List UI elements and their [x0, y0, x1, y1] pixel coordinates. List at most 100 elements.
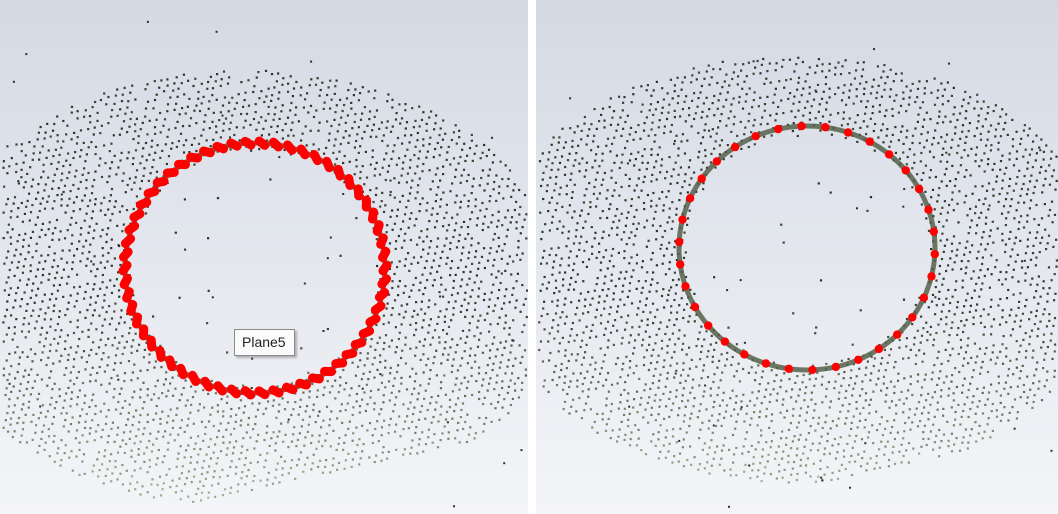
selection-marker: [174, 159, 190, 170]
selection-marker: [268, 385, 284, 398]
selection-marker: [704, 321, 713, 330]
selection-marker: [854, 355, 863, 364]
selection-marker: [697, 174, 706, 183]
selection-marker: [131, 312, 143, 329]
selection-marker: [162, 167, 179, 178]
selection-marker: [367, 207, 379, 224]
selection-marker: [685, 194, 695, 203]
selection-marker: [376, 233, 388, 249]
selection-marker: [344, 174, 355, 190]
selection-marker: [226, 138, 242, 151]
selection-marker: [676, 260, 685, 269]
viewport-left[interactable]: Plane5: [0, 0, 528, 514]
selection-marker: [129, 209, 145, 222]
point-cloud-canvas-left[interactable]: [0, 0, 528, 514]
selection-marker: [213, 381, 227, 396]
selection-marker: [929, 227, 938, 236]
selection-marker: [843, 128, 853, 137]
selection-marker: [914, 184, 924, 194]
selection-marker: [930, 249, 939, 259]
selection-marker: [690, 302, 700, 312]
selection-marker: [309, 150, 323, 166]
selection-marker: [120, 234, 136, 248]
selection-marker: [341, 348, 358, 360]
selection-marker: [165, 355, 177, 372]
selection-marker: [924, 205, 933, 214]
selection-marker: [919, 293, 929, 302]
selection-marker: [720, 337, 730, 346]
selection-marker: [797, 121, 806, 131]
selection-marker: [331, 358, 348, 369]
selection-marker: [322, 156, 334, 173]
point-cloud: [2, 20, 528, 508]
selection-marker: [377, 274, 392, 289]
selection-marker: [307, 373, 324, 384]
selection-marker: [730, 142, 740, 152]
selection-marker: [908, 313, 917, 322]
point-cloud: [538, 48, 1058, 508]
selection-marker: [138, 324, 149, 341]
selection-marker: [893, 330, 902, 339]
viewport-right[interactable]: [536, 0, 1058, 514]
selection-marker: [675, 237, 684, 247]
selection-marker: [712, 157, 721, 166]
selection-marker: [378, 260, 392, 276]
selection-marker: [118, 260, 132, 276]
selection-marker: [176, 363, 188, 380]
selection-marker: [135, 197, 152, 210]
selection-marker: [353, 184, 364, 201]
selection-marker: [374, 288, 390, 302]
selection-marker: [874, 344, 884, 354]
selection-marker: [751, 132, 760, 141]
selection-marker: [212, 141, 228, 154]
selection-marker: [283, 140, 297, 155]
selection-marker: [122, 287, 134, 303]
selection-marker: [200, 376, 214, 392]
selection-marker: [808, 365, 817, 375]
selection-marker: [361, 195, 372, 212]
selection-marker: [295, 378, 311, 390]
viewport-background: [536, 0, 1058, 514]
plane-tag[interactable]: Plane5: [234, 329, 295, 356]
selection-marker: [124, 221, 140, 235]
selection-marker: [282, 382, 298, 395]
selection-markers: [118, 136, 392, 400]
selection-marker: [296, 144, 310, 160]
selection-marker: [761, 359, 771, 368]
selection-marker: [254, 136, 270, 150]
selection-marker: [678, 215, 687, 224]
selection-marker: [927, 272, 936, 281]
selection-marker: [784, 364, 793, 373]
selection-marker: [740, 350, 749, 359]
selection-marker: [199, 146, 215, 158]
point-cloud-canvas-right[interactable]: [536, 0, 1058, 514]
selection-marker: [143, 186, 160, 198]
selection-marker: [320, 366, 336, 377]
selection-marker: [118, 247, 133, 262]
selection-marker: [119, 273, 132, 290]
selection-marker: [240, 386, 256, 400]
viewport-background: [0, 0, 528, 514]
selection-marker: [378, 246, 391, 263]
viewport-divider: [528, 0, 536, 514]
selection-marker: [240, 136, 256, 150]
selection-marker: [884, 150, 894, 159]
selection-marker: [774, 124, 783, 134]
selection-marker: [358, 326, 375, 339]
selection-marker: [268, 137, 284, 152]
selection-markers: [675, 121, 939, 375]
selection-marker: [187, 370, 201, 386]
selection-marker: [821, 123, 830, 132]
selection-marker: [333, 164, 345, 181]
hole-edge: [676, 123, 938, 373]
selection-marker: [155, 346, 166, 362]
selection-marker: [186, 152, 203, 163]
selection-marker: [226, 384, 242, 399]
selection-marker: [372, 220, 384, 236]
selection-marker: [126, 300, 138, 316]
selection-marker: [831, 362, 840, 372]
selection-marker: [365, 314, 381, 327]
selection-marker: [146, 335, 157, 352]
selection-marker: [152, 176, 169, 188]
